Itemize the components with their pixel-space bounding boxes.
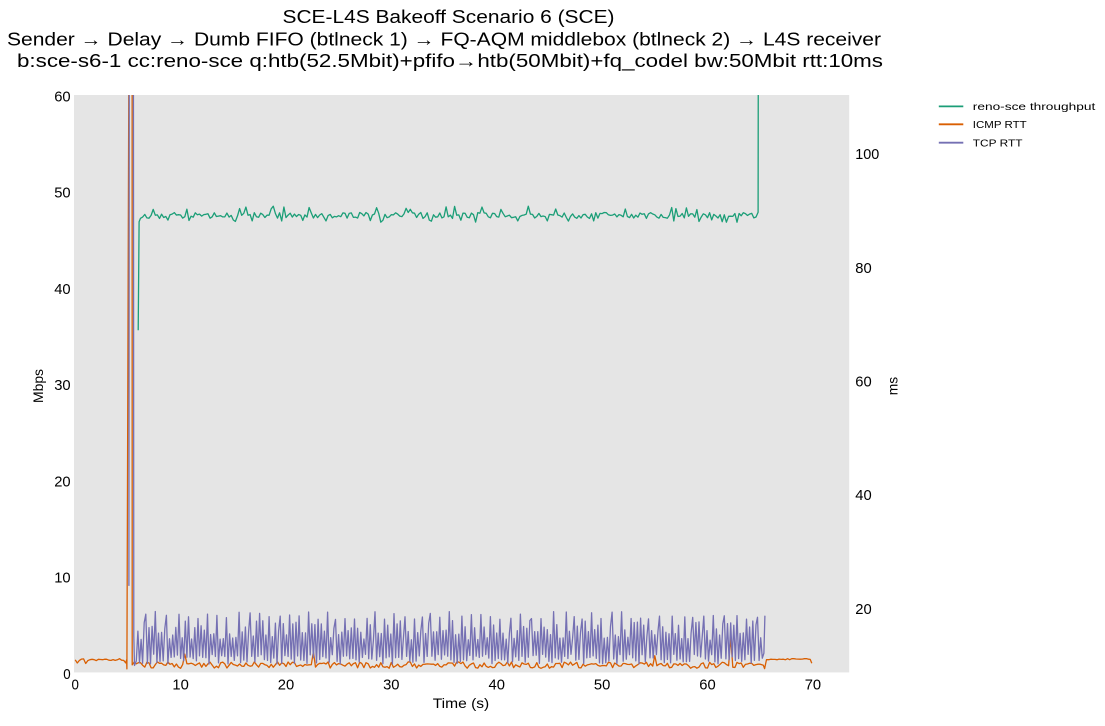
svg-text:20: 20 [54, 473, 70, 490]
svg-text:Mbps: Mbps [30, 369, 46, 403]
svg-text:70: 70 [805, 676, 821, 693]
svg-text:0: 0 [63, 666, 70, 683]
svg-text:40: 40 [489, 676, 505, 693]
svg-text:100: 100 [855, 146, 879, 163]
svg-text:SCE-L4S Bakeoff Scenario 6 (SC: SCE-L4S Bakeoff Scenario 6 (SCE) [283, 7, 615, 27]
svg-text:20: 20 [855, 601, 871, 618]
svg-text:reno-sce throughput: reno-sce throughput [973, 102, 1096, 113]
svg-text:ICMP RTT: ICMP RTT [973, 120, 1027, 131]
svg-text:40: 40 [54, 281, 70, 298]
svg-text:30: 30 [54, 377, 70, 394]
svg-text:TCP RTT: TCP RTT [973, 138, 1023, 149]
svg-text:50: 50 [54, 185, 70, 202]
svg-text:50: 50 [594, 676, 610, 693]
svg-text:60: 60 [54, 88, 70, 105]
svg-text:60: 60 [699, 676, 715, 693]
svg-text:0: 0 [72, 676, 79, 693]
svg-text:Time (s): Time (s) [433, 695, 490, 711]
svg-text:10: 10 [54, 570, 70, 587]
svg-text:80: 80 [855, 260, 871, 277]
svg-text:10: 10 [172, 676, 188, 693]
svg-text:ms: ms [885, 377, 901, 396]
svg-text:b:sce-s6-1 cc:reno-sce q:htb(5: b:sce-s6-1 cc:reno-sce q:htb(52.5Mbit)+p… [17, 51, 883, 72]
svg-text:30: 30 [383, 676, 399, 693]
svg-text:20: 20 [278, 676, 294, 693]
svg-text:Sender → Delay → Dumb FIFO (bt: Sender → Delay → Dumb FIFO (btlneck 1) →… [7, 30, 881, 50]
svg-text:60: 60 [855, 373, 871, 390]
svg-text:40: 40 [855, 487, 871, 504]
